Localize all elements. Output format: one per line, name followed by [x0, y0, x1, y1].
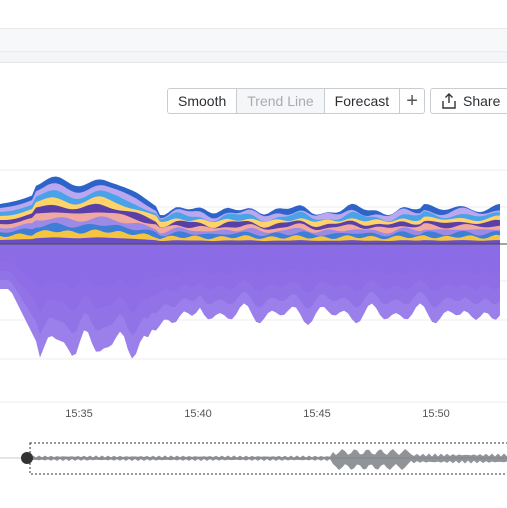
x-tick-label: 15:40 — [184, 408, 212, 420]
upper-series-band — [0, 237, 500, 244]
plus-icon: + — [406, 90, 418, 112]
share-icon — [442, 93, 456, 109]
drag-handle-icon[interactable] — [21, 452, 33, 464]
smooth-button[interactable]: Smooth — [168, 89, 238, 113]
x-tick-label: 15:50 — [422, 408, 450, 420]
trend-line-button[interactable]: Trend Line — [237, 89, 325, 113]
share-label: Share — [463, 93, 501, 109]
x-tick-label: 15:35 — [65, 408, 93, 420]
chart-mode-toggle-group: Smooth Trend Line Forecast + — [167, 88, 426, 114]
forecast-button[interactable]: Forecast — [325, 89, 401, 113]
sub-bar — [0, 29, 507, 52]
x-tick-label: 15:45 — [303, 408, 331, 420]
share-button[interactable]: Share — [430, 88, 507, 114]
lower-series-area — [0, 244, 500, 359]
add-button[interactable]: + — [400, 89, 424, 113]
timeline-selection-window[interactable] — [29, 442, 507, 475]
timeline-overview-area — [30, 449, 507, 470]
top-bar — [0, 0, 507, 29]
